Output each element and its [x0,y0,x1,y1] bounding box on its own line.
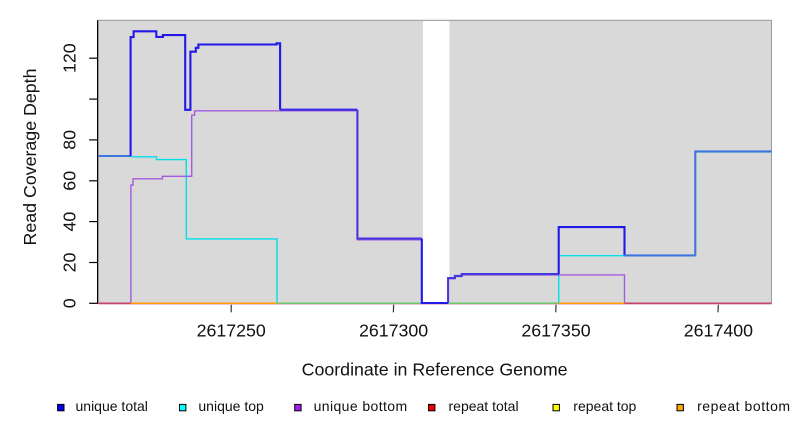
svg-text:0: 0 [59,298,79,308]
svg-text:2617300: 2617300 [359,321,428,341]
svg-text:120: 120 [59,43,79,73]
svg-text:unique total: unique total [76,398,148,414]
svg-text:40: 40 [59,212,79,232]
svg-text:unique top: unique top [198,398,264,414]
svg-text:2617400: 2617400 [684,321,753,341]
svg-text:repeat total: repeat total [449,398,519,414]
svg-text:repeat bottom: repeat bottom [697,398,791,414]
svg-text:unique bottom: unique bottom [314,398,408,414]
svg-text:80: 80 [59,130,79,150]
svg-text:2617250: 2617250 [197,321,266,341]
svg-text:60: 60 [59,171,79,191]
svg-text:2617350: 2617350 [521,321,590,341]
svg-text:Read Coverage Depth: Read Coverage Depth [20,69,40,246]
svg-text:Coordinate in Reference Genome: Coordinate in Reference Genome [302,360,568,380]
svg-text:20: 20 [59,253,79,273]
svg-text:repeat top: repeat top [573,398,636,414]
